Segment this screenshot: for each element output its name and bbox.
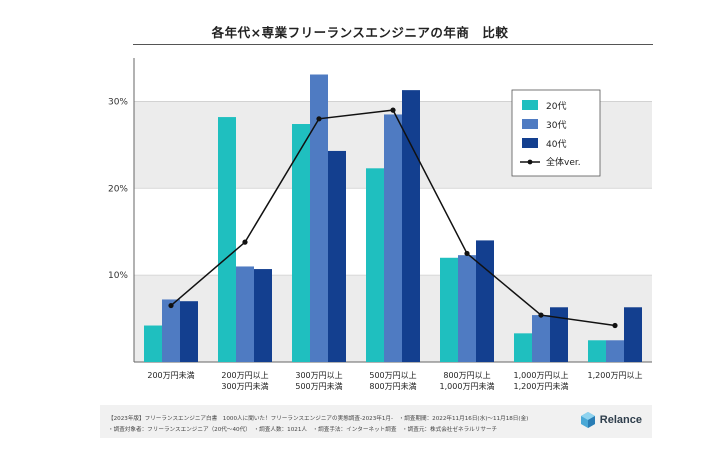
x-tick-label: 200万円以上 <box>221 371 268 380</box>
bar-30代 <box>532 315 550 362</box>
bar-40代 <box>550 307 568 362</box>
bar-40代 <box>402 90 420 362</box>
bar-30代 <box>458 255 476 362</box>
x-tick-label: 300万円未満 <box>221 381 268 391</box>
bar-40代 <box>254 269 272 362</box>
relance-logo: Relance <box>580 412 642 428</box>
overall-point <box>612 322 618 329</box>
bar-20代 <box>588 340 606 362</box>
x-tick-label: 500万円未満 <box>295 381 342 391</box>
legend-swatch-40代 <box>522 138 538 148</box>
overall-point <box>390 107 396 113</box>
legend-swatch-30代 <box>522 119 538 129</box>
overall-point <box>316 116 322 122</box>
x-tick-label: 1,000万円未満 <box>440 381 495 391</box>
x-tick-label: 200万円未満 <box>147 370 194 380</box>
bar-30代 <box>384 114 402 362</box>
survey-footer: 【2023年版】フリーランスエンジニア白書 1000人に聞いた！フリーランスエン… <box>100 405 652 438</box>
legend-line-marker <box>527 159 533 165</box>
footer-details-line: ・調査対象者：フリーランスエンジニア（20代〜40代） ・調査人数：1021人 … <box>108 427 498 433</box>
overall-point <box>242 239 248 245</box>
footer-source-line: 【2023年版】フリーランスエンジニア白書 1000人に聞いた！フリーランスエン… <box>108 416 529 422</box>
legend-label: 20代 <box>546 101 566 112</box>
bar-20代 <box>514 333 532 362</box>
y-tick-label: 20% <box>108 184 128 194</box>
bar-30代 <box>310 74 328 362</box>
chart-title: 各年代×専業フリーランスエンジニアの年商 比較 <box>211 25 509 40</box>
bar-40代 <box>328 150 346 362</box>
bar-20代 <box>292 124 310 362</box>
legend-label: 30代 <box>546 120 566 131</box>
x-tick-label: 1,000万円以上 <box>514 371 569 380</box>
overall-point <box>464 250 470 257</box>
bar-40代 <box>624 307 642 362</box>
title-underline <box>133 44 653 45</box>
bar-30代 <box>236 266 254 362</box>
bar-30代 <box>162 299 180 362</box>
overall-point <box>538 312 544 318</box>
bar-40代 <box>180 301 198 362</box>
bar-20代 <box>218 117 236 362</box>
y-tick-label: 30% <box>108 97 128 107</box>
relance-logo-text: Relance <box>599 414 642 426</box>
overall-point <box>168 302 174 309</box>
x-tick-label: 1,200万円未満 <box>514 381 569 391</box>
bar-chart: 10%20%30%200万円未満 200万円以上300万円未満300万円以上500… <box>108 58 652 391</box>
x-tick-label: 300万円以上 <box>295 371 342 380</box>
y-tick-label: 10% <box>108 271 128 281</box>
bar-30代 <box>606 340 624 362</box>
x-tick-label: 800万円未満 <box>369 381 416 391</box>
bar-20代 <box>440 257 458 362</box>
x-tick-label: 800万円以上 <box>443 371 490 380</box>
relance-logo-icon <box>580 412 595 428</box>
legend-label: 全体ver. <box>546 156 581 168</box>
bar-40代 <box>476 240 494 362</box>
legend-swatch-20代 <box>522 100 538 110</box>
bar-20代 <box>366 168 384 362</box>
x-tick-label: 1,200万円以上 <box>588 371 643 380</box>
bar-20代 <box>144 325 162 362</box>
legend-label: 40代 <box>546 139 566 150</box>
x-tick-label: 500万円以上 <box>369 371 416 380</box>
